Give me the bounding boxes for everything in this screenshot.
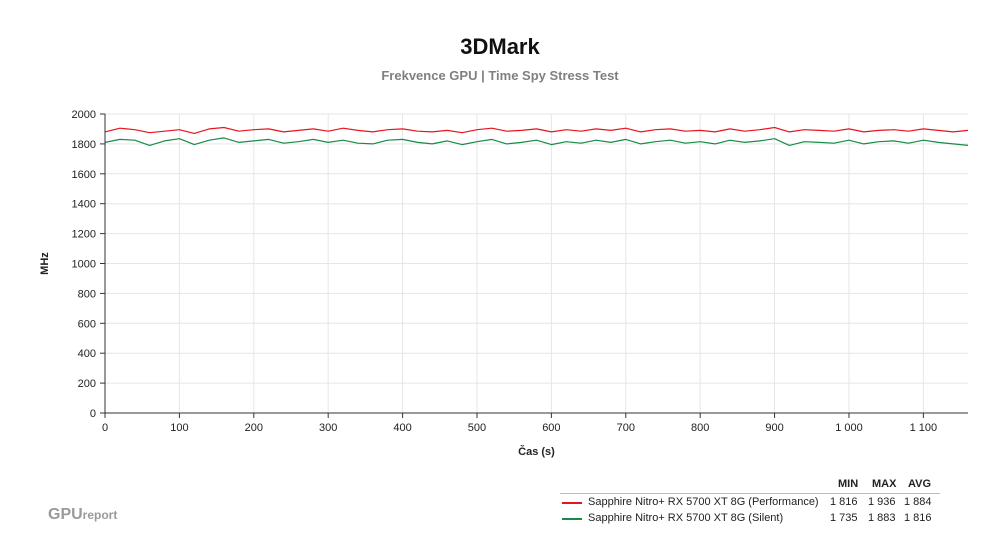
legend-header-max: MAX — [872, 478, 897, 490]
legend-series-avg: 1 816 — [904, 512, 932, 524]
x-tick-label: 700 — [617, 422, 635, 434]
chart-subtitle: Frekvence GPU | Time Spy Stress Test — [381, 68, 619, 83]
legend-header-avg: AVG — [908, 478, 932, 490]
y-axis-title: MHz — [39, 252, 51, 275]
legend-entry: Sapphire Nitro+ RX 5700 XT 8G (Silent) 1… — [560, 512, 940, 526]
chart-title: 3DMark — [460, 34, 540, 59]
legend-series-min: 1 816 — [830, 496, 858, 508]
y-tick-label: 600 — [78, 318, 96, 330]
series-lines — [104, 126, 969, 146]
x-tick-label: 300 — [319, 422, 337, 434]
legend-series-max: 1 883 — [868, 512, 896, 524]
gpureport-logo: GPUreport — [48, 506, 117, 524]
legend-series-min: 1 735 — [830, 512, 858, 524]
legend-header-min: MIN — [838, 478, 859, 490]
x-axis-title: Čas (s) — [518, 445, 555, 458]
y-tick-label: 400 — [78, 348, 96, 360]
logo-main: GPU — [48, 506, 83, 523]
legend-swatch — [562, 502, 582, 504]
x-tick-label: 800 — [691, 422, 709, 434]
y-tick-label: 2000 — [72, 109, 96, 121]
legend: MIN MAX AVG Sapphire Nitro+ RX 5700 XT 8… — [560, 478, 940, 526]
y-tick-label: 1000 — [72, 259, 96, 271]
legend-entry: Sapphire Nitro+ RX 5700 XT 8G (Performan… — [560, 496, 940, 510]
x-tick-label: 200 — [245, 422, 263, 434]
y-tick-label: 1800 — [72, 139, 96, 151]
x-tick-label: 1 100 — [910, 422, 938, 434]
legend-series-name: Sapphire Nitro+ RX 5700 XT 8G (Performan… — [588, 496, 819, 508]
y-tick-label: 1200 — [72, 229, 96, 241]
y-tick-label: 800 — [78, 288, 96, 300]
x-tick-label: 0 — [102, 422, 108, 434]
legend-series-max: 1 936 — [868, 496, 896, 508]
x-tick-label: 100 — [170, 422, 188, 434]
y-tick-label: 1600 — [72, 169, 96, 181]
x-tick-label: 500 — [468, 422, 486, 434]
x-tick-label: 600 — [542, 422, 560, 434]
grid — [104, 113, 968, 414]
x-tick-label: 400 — [393, 422, 411, 434]
logo-sub: report — [82, 508, 118, 522]
series-line — [104, 137, 969, 146]
y-tick-label: 0 — [90, 408, 96, 420]
legend-swatch — [562, 518, 582, 520]
x-tick-label: 1 000 — [835, 422, 863, 434]
legend-series-avg: 1 884 — [904, 496, 932, 508]
legend-header: MIN MAX AVG — [560, 478, 940, 494]
y-tick-label: 200 — [78, 378, 96, 390]
x-tick-label: 900 — [765, 422, 783, 434]
series-line — [104, 126, 969, 134]
legend-series-name: Sapphire Nitro+ RX 5700 XT 8G (Silent) — [588, 512, 784, 524]
y-tick-label: 1400 — [72, 199, 96, 211]
legend-divider — [560, 493, 940, 494]
axes: 0 200 400 600 800 1000 1200 1400 1600 1800 2000 0 10… — [72, 109, 968, 434]
